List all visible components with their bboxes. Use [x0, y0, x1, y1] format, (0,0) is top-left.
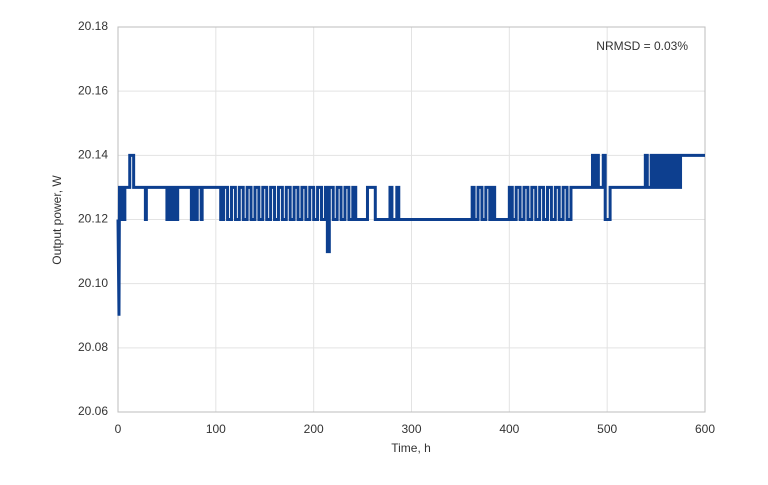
y-tick-label: 20.10	[78, 276, 108, 290]
x-tick-label: 500	[597, 422, 617, 436]
y-axis-label: Output power, W	[50, 175, 64, 265]
x-tick-label: 100	[206, 422, 226, 436]
data-line	[116, 153, 705, 316]
y-tick-label: 20.12	[78, 212, 108, 226]
x-axis-label: Time, h	[391, 441, 431, 455]
y-tick-label: 20.16	[78, 83, 108, 97]
x-tick-label: 200	[304, 422, 324, 436]
annotation: NRMSD = 0.03%	[596, 39, 688, 53]
y-tick-label: 20.18	[78, 19, 108, 33]
x-tick-label: 300	[401, 422, 421, 436]
y-tick-label: 20.14	[78, 148, 108, 162]
x-tick-label: 600	[695, 422, 715, 436]
y-tick-label: 20.08	[78, 340, 108, 354]
y-tick-label: 20.06	[78, 404, 108, 418]
x-tick-label: 400	[499, 422, 519, 436]
x-tick-label: 0	[115, 422, 122, 436]
